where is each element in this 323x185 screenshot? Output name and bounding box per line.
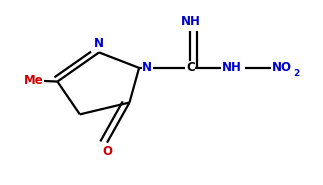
Text: O: O [102,145,112,158]
Text: NH: NH [222,61,242,74]
Text: Me: Me [24,74,44,87]
Text: N: N [94,37,104,50]
Text: NO: NO [272,61,292,74]
Text: N: N [142,61,152,74]
Text: 2: 2 [293,69,299,78]
Text: C: C [186,61,195,74]
Text: NH: NH [180,15,200,28]
